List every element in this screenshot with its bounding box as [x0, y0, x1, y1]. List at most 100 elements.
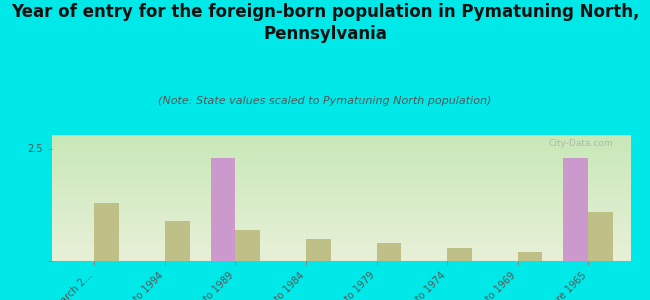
Bar — [94, 202, 119, 261]
Bar — [52, 247, 630, 248]
Bar — [52, 197, 630, 198]
Bar — [52, 260, 630, 261]
Bar — [588, 212, 613, 261]
Bar — [52, 203, 630, 204]
Bar — [52, 206, 630, 207]
Bar — [52, 259, 630, 260]
Bar — [52, 219, 630, 221]
Bar — [52, 163, 630, 164]
Bar — [52, 160, 630, 161]
Bar — [52, 232, 630, 233]
Bar — [52, 141, 630, 142]
Bar — [52, 209, 630, 211]
Bar — [52, 257, 630, 259]
Bar — [52, 193, 630, 194]
Bar — [52, 223, 630, 224]
Bar — [52, 149, 630, 150]
Bar — [52, 228, 630, 230]
Bar — [52, 236, 630, 237]
Bar — [52, 145, 630, 146]
Bar — [52, 212, 630, 213]
Bar — [52, 190, 630, 192]
Bar — [52, 231, 630, 232]
Bar — [52, 208, 630, 209]
Bar — [52, 177, 630, 178]
Bar — [52, 235, 630, 236]
Bar — [52, 144, 630, 145]
Bar — [52, 156, 630, 158]
Bar — [52, 189, 630, 190]
Bar — [52, 172, 630, 173]
Bar — [52, 226, 630, 227]
Bar — [211, 158, 235, 261]
Text: City-Data.com: City-Data.com — [549, 139, 613, 148]
Bar — [52, 158, 630, 159]
Bar — [52, 135, 630, 136]
Bar — [52, 174, 630, 175]
Bar — [52, 241, 630, 242]
Bar — [52, 244, 630, 246]
Text: (Note: State values scaled to Pymatuning North population): (Note: State values scaled to Pymatuning… — [159, 96, 491, 106]
Bar — [52, 146, 630, 148]
Bar — [52, 182, 630, 183]
Bar — [52, 233, 630, 235]
Bar — [52, 199, 630, 200]
Bar — [52, 183, 630, 184]
Bar — [52, 221, 630, 222]
Bar — [52, 255, 630, 256]
Bar — [52, 227, 630, 228]
Bar — [52, 167, 630, 168]
Bar — [52, 243, 630, 244]
Bar — [52, 150, 630, 152]
Bar — [52, 194, 630, 196]
Bar — [52, 230, 630, 231]
Bar — [52, 211, 630, 212]
Bar — [52, 218, 630, 219]
Bar — [52, 214, 630, 216]
Bar — [52, 185, 630, 187]
Bar — [447, 248, 472, 261]
Bar — [52, 164, 630, 165]
Bar — [52, 155, 630, 156]
Bar — [52, 161, 630, 163]
Bar — [52, 152, 630, 153]
Bar — [52, 159, 630, 160]
Bar — [52, 180, 630, 181]
Bar — [52, 246, 630, 247]
Bar — [52, 169, 630, 170]
Bar — [52, 170, 630, 172]
Bar — [52, 179, 630, 180]
Bar — [52, 207, 630, 208]
Bar — [235, 230, 260, 261]
Bar — [52, 168, 630, 169]
Bar — [52, 175, 630, 177]
Bar — [52, 187, 630, 188]
Bar — [52, 202, 630, 203]
Bar — [52, 139, 630, 140]
Bar — [52, 217, 630, 218]
Bar — [52, 248, 630, 250]
Bar — [52, 188, 630, 189]
Bar — [52, 254, 630, 255]
Bar — [52, 200, 630, 202]
Bar — [52, 251, 630, 252]
Bar — [52, 237, 630, 238]
Bar — [52, 140, 630, 141]
Bar — [306, 238, 331, 261]
Bar — [52, 213, 630, 214]
Bar — [517, 252, 542, 261]
Bar — [52, 154, 630, 155]
Bar — [52, 240, 630, 241]
Bar — [52, 173, 630, 174]
Bar — [52, 222, 630, 223]
Bar — [165, 220, 190, 261]
Bar — [52, 252, 630, 253]
Bar — [52, 136, 630, 137]
Bar — [52, 238, 630, 240]
Bar — [52, 216, 630, 217]
Text: Year of entry for the foreign-born population in Pymatuning North,
Pennsylvania: Year of entry for the foreign-born popul… — [11, 3, 639, 43]
Bar — [376, 243, 401, 261]
Bar — [52, 204, 630, 206]
Bar — [52, 165, 630, 166]
Bar — [52, 196, 630, 197]
